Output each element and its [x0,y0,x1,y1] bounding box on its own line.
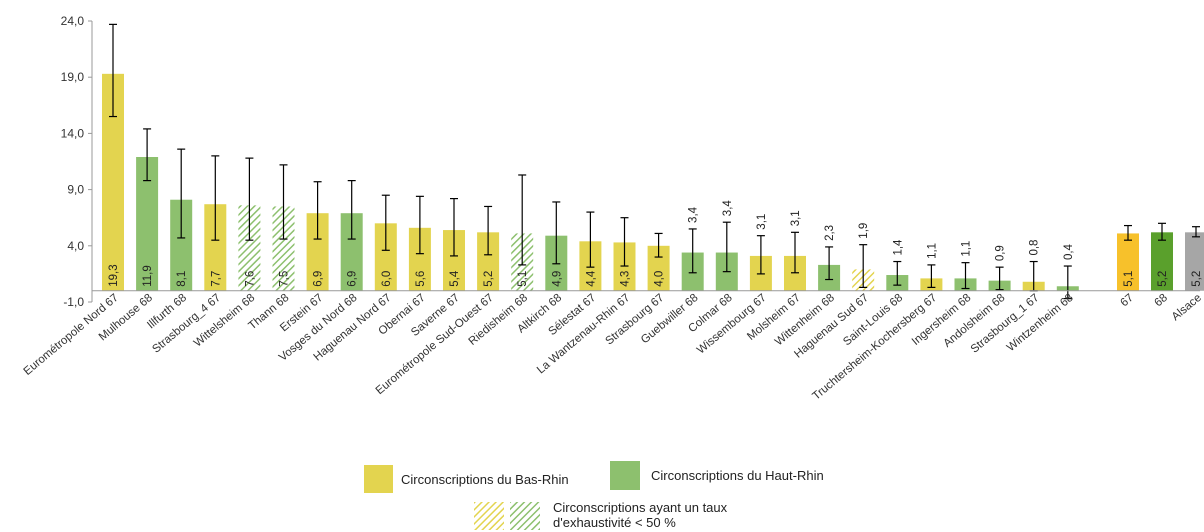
value-label-wintzenheim-68: 0,4 [1063,243,1075,260]
value-label-molsheim-67: 3,1 [790,210,802,226]
bar-strasbourg-4-67 [204,204,227,291]
value-label-vosges-du-nord-68: 6,9 [347,271,359,287]
bar-obernai-67 [408,227,431,291]
bar-strasbourg-67 [647,245,670,291]
legend-swatch-haut-rhin [610,461,640,490]
bar-eurometropole-sud-ouest-67 [477,232,500,291]
category-label-wittelsheim-68: Wittelsheim 68 [192,292,257,350]
legend: Circonscriptions du Bas-Rhin Circonscrip… [364,461,824,530]
bar-vosges-du-nord-68 [340,213,363,291]
value-label-wittelsheim-68: 7,6 [244,271,256,287]
legend-label-haut-rhin: Circonscriptions du Haut-Rhin [651,468,824,483]
value-label-saverne-67: 5,4 [449,270,461,287]
category-label-truchtersheim-kochersberg-67: Truchtersheim-Kochersberg 67 [811,292,940,403]
y-tick-label: 14,0 [61,126,85,140]
value-label-haguenau-nord-67: 6,0 [381,271,393,287]
bar-mulhouse-68 [136,157,159,291]
y-tick-label: 9,0 [67,183,84,197]
bars-group: 19,3 11,9 8,1 7,7 7,6 7,5 6,9 6,9 6,0 5,6 5,4 5,2 5,… [102,23,1204,300]
bar-67 [1117,233,1139,291]
bar-alsace [1185,232,1204,291]
bar-illfurth-68 [170,199,193,291]
value-label-wittenheim-68: 2,3 [824,225,836,241]
value-label-andolsheim-68: 0,9 [995,245,1007,261]
y-tick-label: 19,0 [61,70,85,84]
value-label-altkirch-68: 4,9 [551,271,563,287]
value-label-erstein-67: 6,9 [313,271,325,287]
value-label-strasbourg-67: 4,0 [654,271,666,287]
category-label-alsace: Alsace [1170,292,1204,323]
value-label-riedisheim-68: 5,1 [517,271,529,287]
y-tick-label: -1,0 [63,295,84,309]
y-axis: 24,0 19,0 14,0 9,0 4,0 -1,0 [61,14,93,309]
bar-erstein-67 [306,213,329,291]
category-label-strasbourg-67: Strasbourg 67 [603,292,666,348]
value-label-thann-68: 7,5 [279,271,291,287]
value-label-illfurth-68: 8,1 [176,271,188,287]
value-label-67: 5,1 [1123,271,1135,287]
legend-swatch-bas-rhin [364,465,393,493]
bar-saverne-67 [443,230,465,291]
bar-eurometropole-nord-67 [102,73,124,291]
value-label-mulhouse-68: 11,9 [142,265,154,287]
bar-haguenau-nord-67 [374,223,397,291]
value-label-truchtersheim-kochersberg-67: 1,1 [926,243,938,259]
value-label-alsace: 5,2 [1191,271,1203,287]
value-label-obernai-67: 5,6 [415,271,427,287]
value-label-guebwiller-68: 3,4 [688,206,700,223]
bar-68 [1151,232,1173,291]
value-label-saint-louis-68: 1,4 [892,239,904,256]
value-label-selestat-67: 4,4 [585,270,597,287]
y-tick-label: 24,0 [61,14,85,28]
bar-thann-68 [272,206,295,291]
category-label-67: 67 [1118,292,1136,309]
category-label-riedisheim-68: Riedisheim 68 [467,292,531,348]
value-label-strasbourg-4-67: 7,7 [210,271,222,287]
value-label-la-wantzenau-rhin-67: 4,3 [620,271,632,287]
value-label-68: 5,2 [1157,271,1169,287]
value-label-eurometropole-nord-67: 19,3 [108,264,120,286]
value-label-strasbourg-1-67: 0,8 [1029,240,1041,256]
category-label-68: 68 [1152,292,1170,309]
legend-swatch-hatched-bas-rhin [474,502,504,530]
y-tick-label: 4,0 [67,239,84,253]
value-label-colmar-68: 3,4 [722,200,734,217]
value-label-eurometropole-sud-ouest-67: 5,2 [483,271,495,287]
value-label-haguenau-sud-67: 1,9 [858,223,870,239]
bar-wittelsheim-68 [238,205,261,291]
legend-label-hatched-line1: Circonscriptions ayant un taux [553,500,728,515]
value-label-ingersheim-68: 1,1 [961,241,973,257]
legend-swatch-hatched-haut-rhin [510,502,540,530]
value-label-wissembourg-67: 3,1 [756,214,768,230]
legend-label-bas-rhin: Circonscriptions du Bas-Rhin [401,472,569,487]
legend-label-hatched-line2: d'exhaustivité < 50 % [553,515,676,530]
